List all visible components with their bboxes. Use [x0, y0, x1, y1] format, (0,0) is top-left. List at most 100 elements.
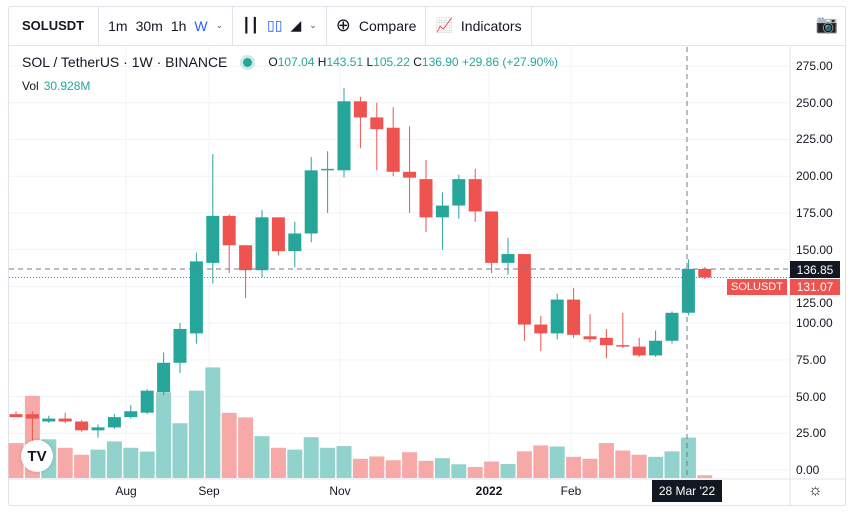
y-tick-label: 100.00	[796, 316, 833, 331]
tradingview-logo[interactable]: TV	[21, 440, 53, 472]
volume-bar	[254, 436, 270, 478]
volume-bar	[566, 456, 582, 478]
interval-1m[interactable]: 1m	[108, 17, 128, 34]
close-label: C	[413, 55, 422, 69]
volume-bar	[648, 456, 664, 478]
open-value: 107.04	[277, 55, 315, 69]
candle-body	[189, 261, 203, 334]
chevron-down-icon[interactable]: ⌄	[215, 20, 224, 30]
candle-body	[239, 245, 253, 271]
y-tick-label: 225.00	[796, 132, 833, 147]
candle-body	[321, 168, 335, 171]
symbol-label: SOLUSDT	[22, 18, 85, 33]
volume-bar	[188, 390, 204, 478]
indicators-icon: 📈	[435, 17, 453, 33]
plus-circle-icon: ⊕	[335, 15, 351, 35]
candle-body	[501, 254, 515, 263]
x-tick-label: Sep	[198, 484, 220, 498]
candles-icon[interactable]: ▯▯	[267, 17, 283, 33]
open-label: O	[268, 55, 278, 69]
volume-bar	[238, 417, 254, 478]
volume-bar	[369, 456, 385, 478]
candle-body	[452, 179, 466, 206]
volume-bar	[74, 454, 90, 478]
symbol-search-button[interactable]: SOLUSDT	[8, 6, 100, 45]
volume-bar	[270, 447, 286, 478]
change-value: +29.86 (+27.90%)	[461, 55, 559, 69]
chart-legend: SOL / TetherUS · 1W · BINANCE O107.04 H1…	[22, 54, 558, 70]
candle-body	[485, 211, 499, 263]
candle-body	[25, 414, 39, 419]
candle-body	[173, 328, 187, 363]
candle-body	[288, 233, 302, 252]
candle-body	[255, 217, 269, 271]
candle-body	[468, 179, 482, 212]
camera-icon[interactable]: 📷	[815, 14, 838, 34]
y-tick-label: 125.00	[796, 296, 833, 310]
indicators-label: Indicators	[460, 17, 522, 34]
x-tick-label: Feb	[560, 484, 582, 498]
chart-type-group: ┃┃ ▯▯ ◢ ⌄	[233, 6, 327, 45]
candle-body	[517, 254, 531, 325]
volume-bar	[156, 392, 172, 478]
y-tick-label: 275.00	[796, 59, 833, 74]
candle-body	[665, 312, 679, 341]
volume-bar	[320, 447, 336, 478]
candle-body	[386, 127, 400, 172]
volume-bar	[533, 445, 549, 478]
symbol-price-tag: SOLUSDT	[727, 279, 787, 295]
volume-bar	[8, 443, 24, 478]
y-tick-label: 0.00	[796, 463, 820, 477]
candle-body	[58, 418, 72, 422]
candle-body	[599, 337, 613, 346]
candle-body	[337, 101, 351, 171]
low-label: L	[366, 55, 374, 69]
candle-body	[649, 340, 663, 356]
volume-bar	[516, 451, 532, 478]
candle-body	[107, 417, 121, 428]
volume-bar	[664, 451, 680, 478]
x-tick-label: 2022	[475, 484, 503, 498]
volume-bar	[467, 467, 483, 478]
candle-body	[157, 362, 171, 393]
volume-bar	[598, 443, 614, 478]
toolbar: SOLUSDT 1m 30m 1h W ⌄ ┃┃ ▯▯ ◢ ⌄ ⊕ Compare…	[8, 6, 846, 46]
volume-bar	[582, 458, 598, 478]
candle-body	[75, 421, 89, 431]
x-tick-label: Aug	[115, 484, 137, 498]
volume-bar	[221, 412, 237, 478]
y-tick-label: 150.00	[796, 242, 833, 257]
volume-bar	[549, 446, 565, 478]
volume-bar	[500, 464, 516, 478]
volume-bar	[139, 451, 155, 478]
candle-body	[632, 346, 646, 356]
interval-1h[interactable]: 1h	[170, 17, 187, 34]
volume-bar	[434, 458, 450, 478]
candle-body	[140, 390, 154, 413]
settings-gear-icon[interactable]: ☼	[808, 482, 823, 499]
candle-body	[124, 411, 138, 418]
area-icon[interactable]: ◢	[290, 17, 302, 33]
bars-icon[interactable]: ┃┃	[242, 17, 260, 33]
candle-body	[567, 299, 581, 335]
candle-body	[583, 336, 597, 340]
y-tick-label: 250.00	[796, 95, 833, 110]
volume-bar	[287, 449, 303, 478]
interval-w[interactable]: W	[194, 17, 208, 34]
chevron-down-icon[interactable]: ⌄	[309, 20, 317, 30]
candle-body	[419, 179, 433, 218]
candle-body	[435, 205, 449, 218]
candle-body	[403, 171, 417, 178]
candle-body	[9, 414, 23, 418]
candle-body	[681, 268, 695, 313]
volume-bar	[631, 454, 647, 478]
interval-group: 1m 30m 1h W ⌄	[99, 6, 234, 45]
indicators-button[interactable]: 📈 Indicators	[426, 6, 532, 45]
compare-button[interactable]: ⊕ Compare	[327, 6, 427, 45]
chart-widget	[8, 6, 846, 506]
interval-30m[interactable]: 30m	[135, 17, 163, 34]
candle-body	[222, 215, 236, 246]
volume-bar	[451, 464, 467, 478]
candle-body	[616, 345, 630, 347]
